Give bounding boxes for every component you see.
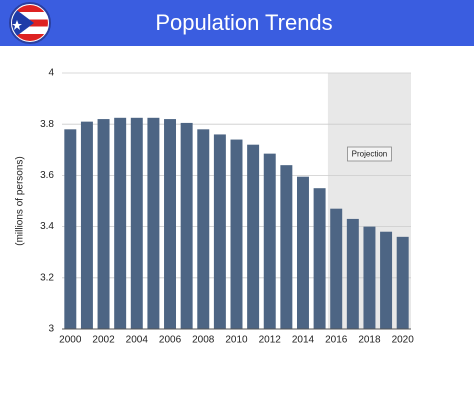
x-tick-label: 2012 [259,335,282,346]
bar [197,129,210,329]
bar [230,139,243,329]
bar [330,208,343,329]
chart-title: Population Trends [155,10,332,35]
x-tick-label: 2018 [358,335,381,346]
y-tick-label: 3.2 [40,272,54,283]
bar [180,122,193,329]
projection-label: Projection [352,150,388,159]
x-tick-label: 2006 [159,335,182,346]
bar [64,129,77,329]
bar [380,231,393,329]
y-tick-label: 4 [48,68,54,79]
bar [346,218,359,329]
bar [263,153,276,329]
x-tick-label: 2002 [92,335,115,346]
x-tick-label: 2016 [325,335,348,346]
bar [147,117,160,329]
bar [363,226,376,329]
bar [313,188,326,329]
bar [80,121,93,329]
projection-box [347,146,392,162]
flag-icon [9,2,51,44]
bar [247,144,260,329]
x-tick-label: 2008 [192,335,215,346]
y-tick-label: 3.8 [40,119,54,130]
bar [296,176,309,329]
x-tick-label: 2004 [126,335,149,346]
y-tick-label: 3.6 [40,170,54,181]
bar [396,236,409,329]
bar [164,119,177,329]
bar [213,134,226,329]
y-tick-label: 3 [48,324,54,335]
x-tick-label: 2014 [292,335,315,346]
x-tick-label: 2020 [392,335,415,346]
header-bar [0,0,474,46]
bar [97,119,110,329]
x-tick-label: 2000 [59,335,82,346]
bar [114,117,127,329]
x-tick-label: 2010 [225,335,248,346]
y-tick-label: 3.4 [40,221,54,232]
bar [280,165,293,329]
bar [130,117,143,329]
y-axis-label: (millions of persons) [15,156,26,245]
